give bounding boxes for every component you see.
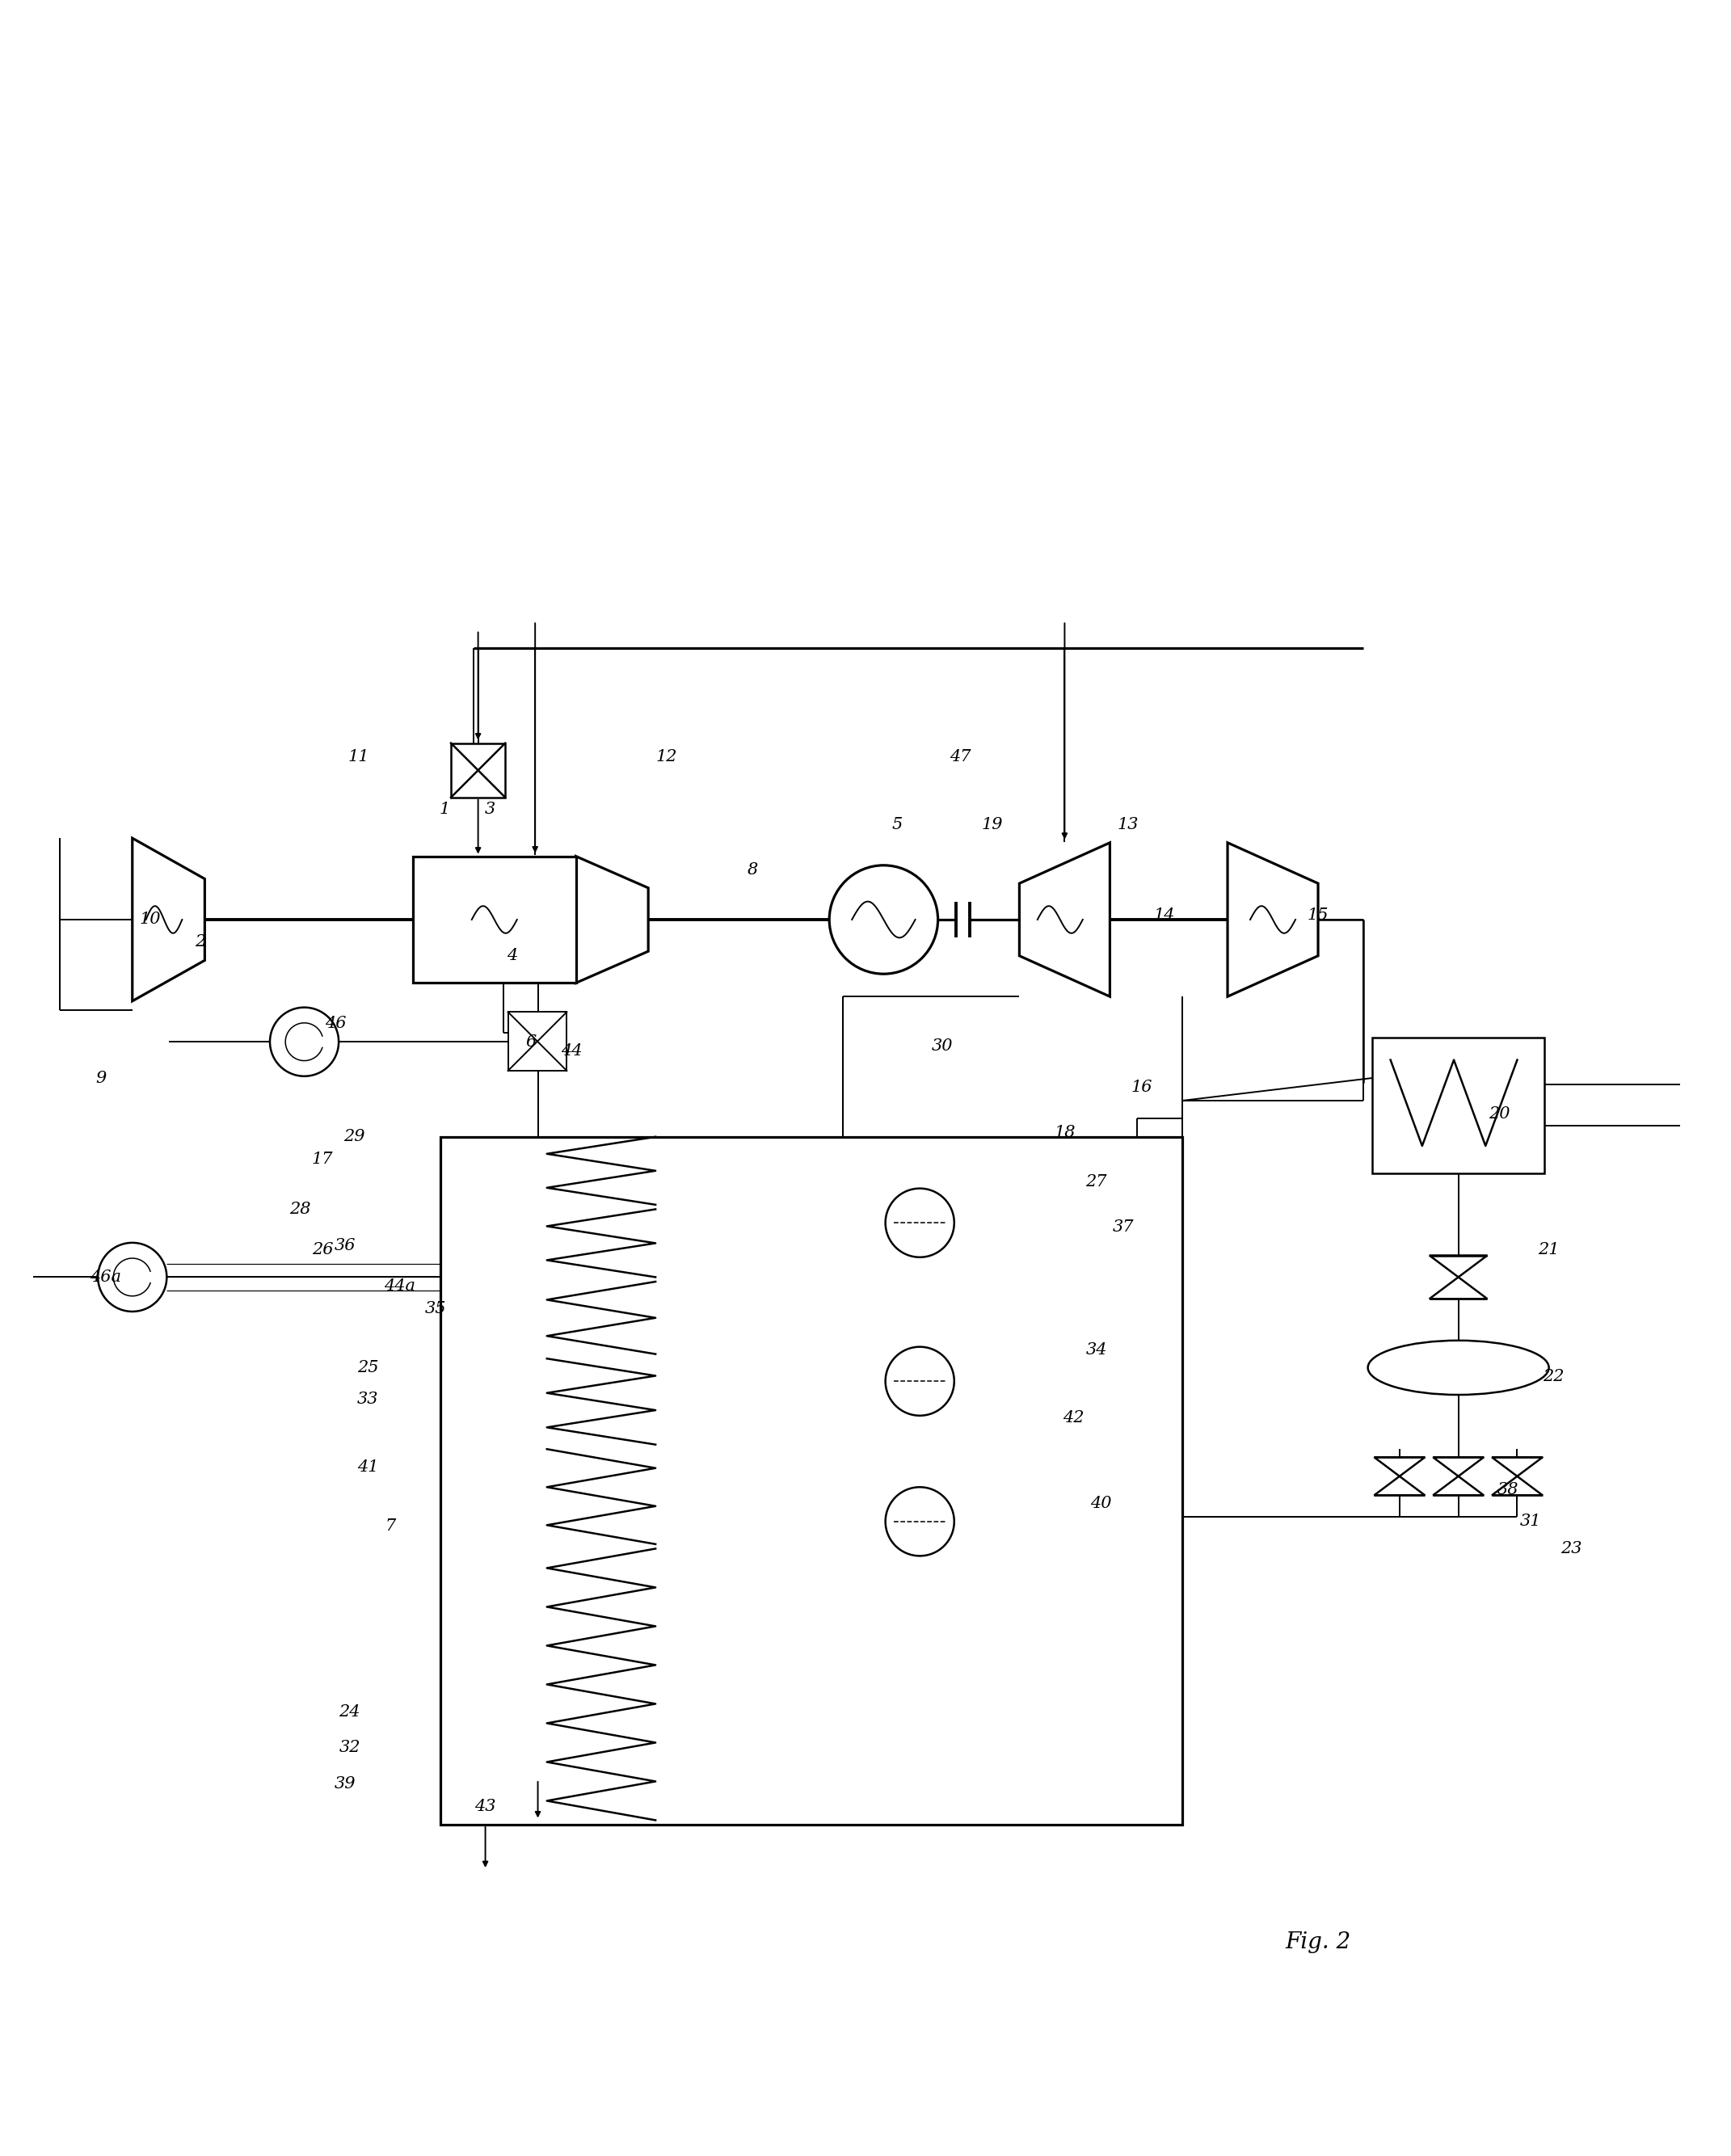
Bar — [414, 856, 576, 983]
Circle shape — [886, 1348, 954, 1416]
Text: 40: 40 — [1091, 1496, 1111, 1511]
Polygon shape — [1374, 1477, 1425, 1496]
Text: 15: 15 — [1307, 908, 1329, 923]
Text: 13: 13 — [1116, 817, 1139, 832]
Text: 5: 5 — [891, 817, 902, 832]
Text: 31: 31 — [1520, 1514, 1542, 1529]
Polygon shape — [132, 839, 204, 1000]
Text: 34: 34 — [1085, 1341, 1108, 1358]
Circle shape — [829, 865, 938, 975]
Polygon shape — [1492, 1457, 1542, 1477]
Polygon shape — [1227, 843, 1317, 996]
Polygon shape — [1020, 843, 1110, 996]
Text: 6: 6 — [524, 1035, 537, 1050]
Text: 3: 3 — [485, 802, 495, 817]
Text: 46a: 46a — [90, 1270, 121, 1285]
Text: 20: 20 — [1489, 1106, 1509, 1121]
Text: 17: 17 — [312, 1151, 332, 1166]
Text: 26: 26 — [312, 1242, 332, 1257]
Text: 42: 42 — [1063, 1410, 1084, 1425]
Text: 43: 43 — [474, 1798, 497, 1815]
Circle shape — [270, 1007, 339, 1076]
Text: 36: 36 — [334, 1238, 357, 1253]
Polygon shape — [1430, 1255, 1487, 1276]
Text: 28: 28 — [289, 1201, 310, 1216]
Bar — [440, 1136, 1182, 1824]
Text: 29: 29 — [343, 1130, 365, 1145]
Polygon shape — [1492, 1477, 1542, 1496]
Polygon shape — [1433, 1457, 1483, 1477]
Ellipse shape — [1367, 1341, 1549, 1395]
Text: 39: 39 — [334, 1777, 357, 1792]
Polygon shape — [1430, 1276, 1487, 1298]
Text: Fig. 2: Fig. 2 — [1284, 1932, 1350, 1953]
Circle shape — [886, 1188, 954, 1257]
Polygon shape — [1374, 1457, 1425, 1477]
Text: 16: 16 — [1130, 1080, 1153, 1095]
Text: 37: 37 — [1113, 1220, 1134, 1235]
Text: 24: 24 — [339, 1703, 360, 1718]
Text: 19: 19 — [981, 817, 1002, 832]
Text: 27: 27 — [1085, 1175, 1108, 1190]
Text: 33: 33 — [357, 1391, 379, 1408]
Text: 4: 4 — [507, 949, 518, 964]
Text: 44a: 44a — [384, 1279, 415, 1294]
Text: 41: 41 — [357, 1460, 379, 1475]
Text: 22: 22 — [1542, 1369, 1565, 1384]
Circle shape — [99, 1242, 166, 1311]
Bar — [452, 744, 505, 798]
Text: 30: 30 — [931, 1039, 954, 1054]
Bar — [1373, 1037, 1544, 1173]
Text: 10: 10 — [140, 912, 161, 927]
Text: 35: 35 — [424, 1300, 447, 1317]
Text: 9: 9 — [95, 1069, 106, 1087]
Circle shape — [886, 1488, 954, 1557]
Polygon shape — [1433, 1477, 1483, 1496]
Text: 8: 8 — [748, 862, 758, 877]
Text: 14: 14 — [1153, 908, 1175, 923]
Text: 11: 11 — [348, 748, 369, 765]
Bar — [507, 1011, 566, 1072]
Text: 44: 44 — [561, 1044, 582, 1059]
Text: 2: 2 — [196, 934, 206, 951]
Text: 47: 47 — [950, 748, 971, 765]
Text: 38: 38 — [1497, 1481, 1518, 1498]
Text: 25: 25 — [357, 1360, 379, 1376]
Text: 12: 12 — [656, 748, 677, 765]
Text: 1: 1 — [440, 802, 450, 817]
Text: 21: 21 — [1539, 1242, 1560, 1257]
Text: 23: 23 — [1561, 1542, 1582, 1557]
Text: 18: 18 — [1054, 1125, 1075, 1141]
Text: 7: 7 — [384, 1518, 396, 1533]
Polygon shape — [576, 856, 649, 983]
Text: 46: 46 — [325, 1015, 346, 1031]
Text: 32: 32 — [339, 1740, 360, 1755]
